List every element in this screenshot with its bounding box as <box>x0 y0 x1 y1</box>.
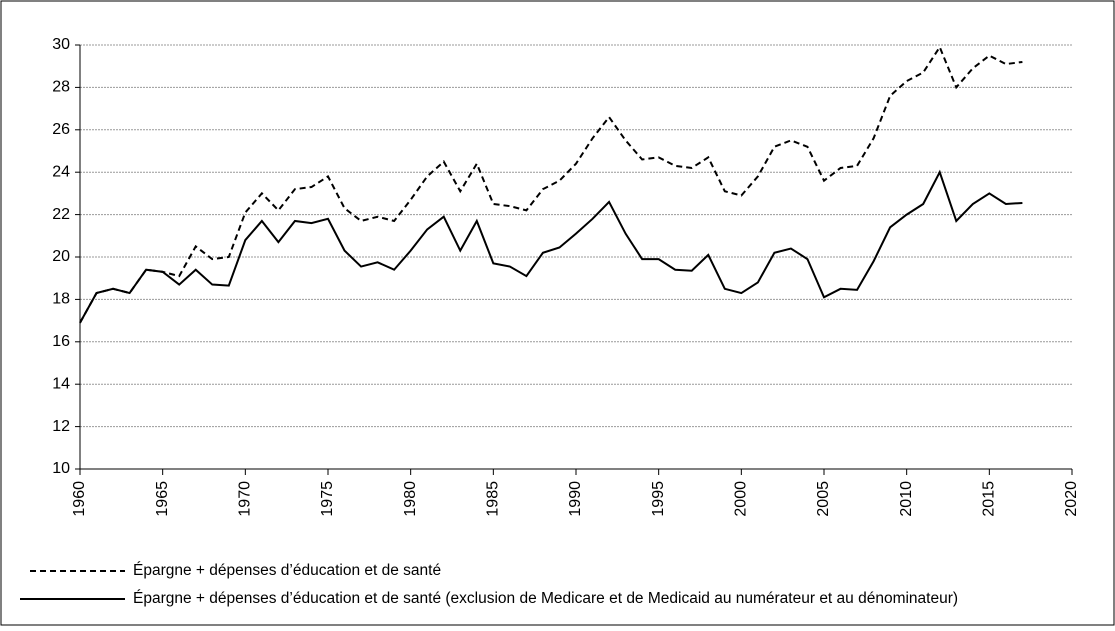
y-tick-label: 26 <box>52 121 70 138</box>
series-line <box>79 44 1023 324</box>
y-tick-label: 12 <box>52 418 70 435</box>
y-tick-label: 16 <box>52 333 70 350</box>
x-tick-label: 2020 <box>1063 481 1080 517</box>
x-tick-label: 1995 <box>650 481 667 517</box>
x-tick-label: 1970 <box>237 481 254 517</box>
y-tick-label: 10 <box>52 460 70 477</box>
y-tick-label: 24 <box>52 163 70 180</box>
x-tick-label: 2000 <box>733 481 750 517</box>
x-tick-label: 1960 <box>71 481 88 517</box>
legend-label: Épargne + dépenses d’éducation et de san… <box>133 590 958 607</box>
y-tick-label: 30 <box>52 36 70 53</box>
series-line <box>79 169 1023 324</box>
y-tick-label: 14 <box>52 375 70 392</box>
y-tick-label: 20 <box>52 248 70 265</box>
x-tick-label: 1975 <box>319 481 336 517</box>
x-tick-label: 2005 <box>815 481 832 517</box>
x-tick-label: 1980 <box>402 481 419 517</box>
x-tick-label: 1965 <box>154 481 171 517</box>
x-tick-label: 1990 <box>567 481 584 517</box>
y-tick-label: 28 <box>52 79 70 96</box>
y-tick-label: 18 <box>52 291 70 308</box>
legend-label: Épargne + dépenses d’éducation et de san… <box>133 562 441 579</box>
x-tick-label: 2010 <box>898 481 915 517</box>
y-tick-label: 22 <box>52 206 70 223</box>
x-tick-label: 2015 <box>981 481 998 517</box>
x-tick-label: 1985 <box>485 481 502 517</box>
